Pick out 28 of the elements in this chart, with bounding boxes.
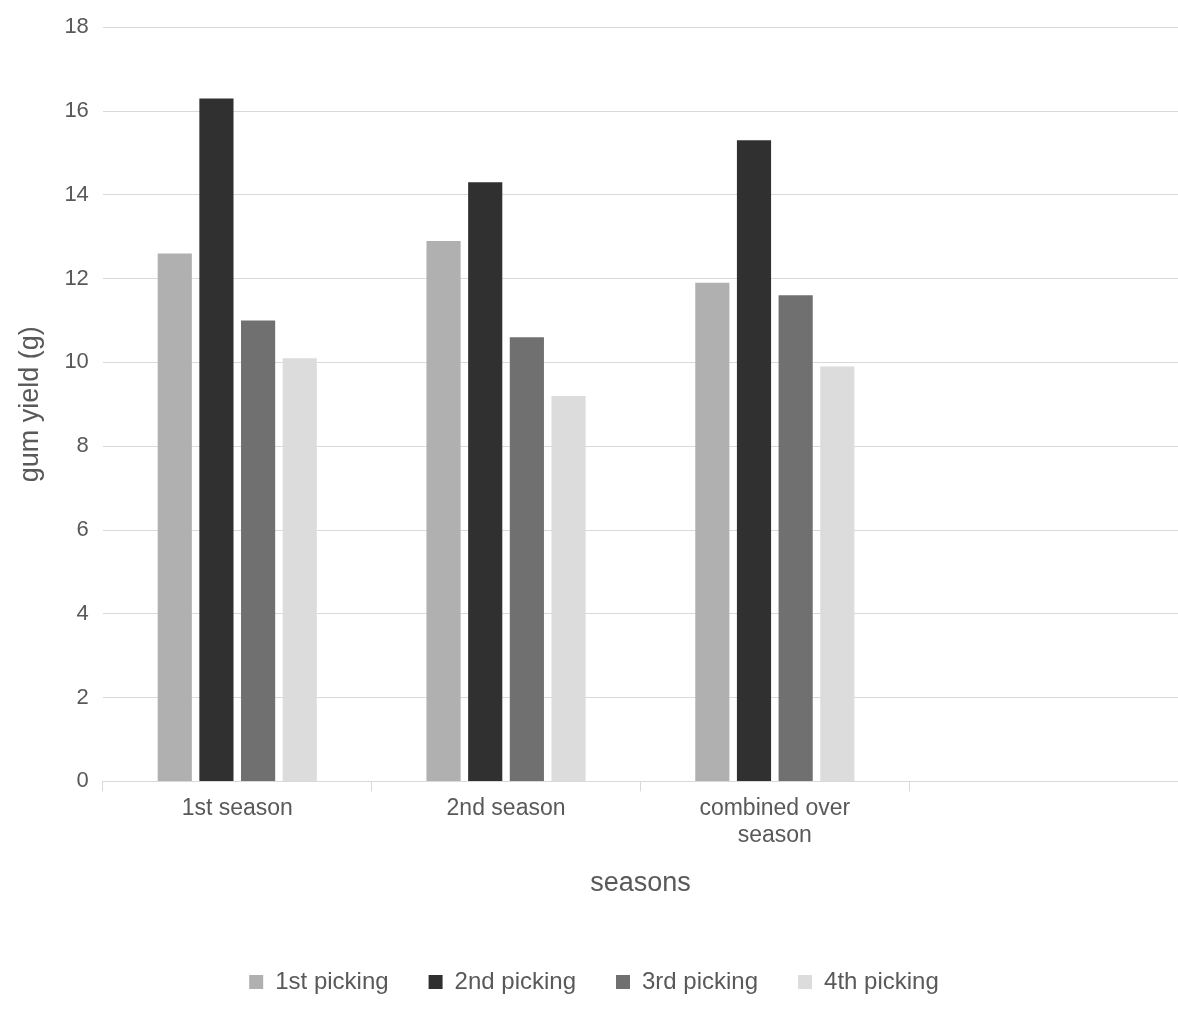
y-tick-label: 8 [76, 432, 89, 458]
bar [157, 253, 192, 781]
y-tick-label: 0 [76, 767, 89, 793]
bar [199, 98, 234, 781]
bar [695, 282, 730, 781]
y-tick-label: 12 [64, 264, 89, 290]
y-tick-label: 2 [76, 683, 89, 709]
legend-label: 3rd picking [642, 966, 759, 994]
y-tick-label: 16 [64, 97, 89, 123]
bar [426, 240, 461, 781]
bar [778, 295, 813, 781]
y-tick-label: 18 [64, 13, 89, 39]
bar [736, 140, 772, 781]
y-tick-label: 10 [64, 348, 89, 374]
bar [509, 337, 544, 781]
x-tick-label: 2nd season [446, 793, 566, 820]
y-axis-title: gum yield (g) [13, 326, 44, 483]
y-tick-label: 14 [64, 180, 89, 206]
y-tick-label: 4 [76, 599, 89, 625]
y-tick-label: 6 [76, 516, 89, 542]
x-tick-label: 1st season [181, 793, 293, 820]
bar [241, 320, 276, 781]
legend-label: 1st picking [275, 966, 389, 994]
bar [468, 182, 503, 781]
x-axis-title: seasons [590, 867, 691, 898]
x-tick-label: combined over season [699, 793, 851, 848]
legend-label: 2nd picking [454, 966, 577, 994]
legend-label: 4th picking [824, 966, 939, 994]
